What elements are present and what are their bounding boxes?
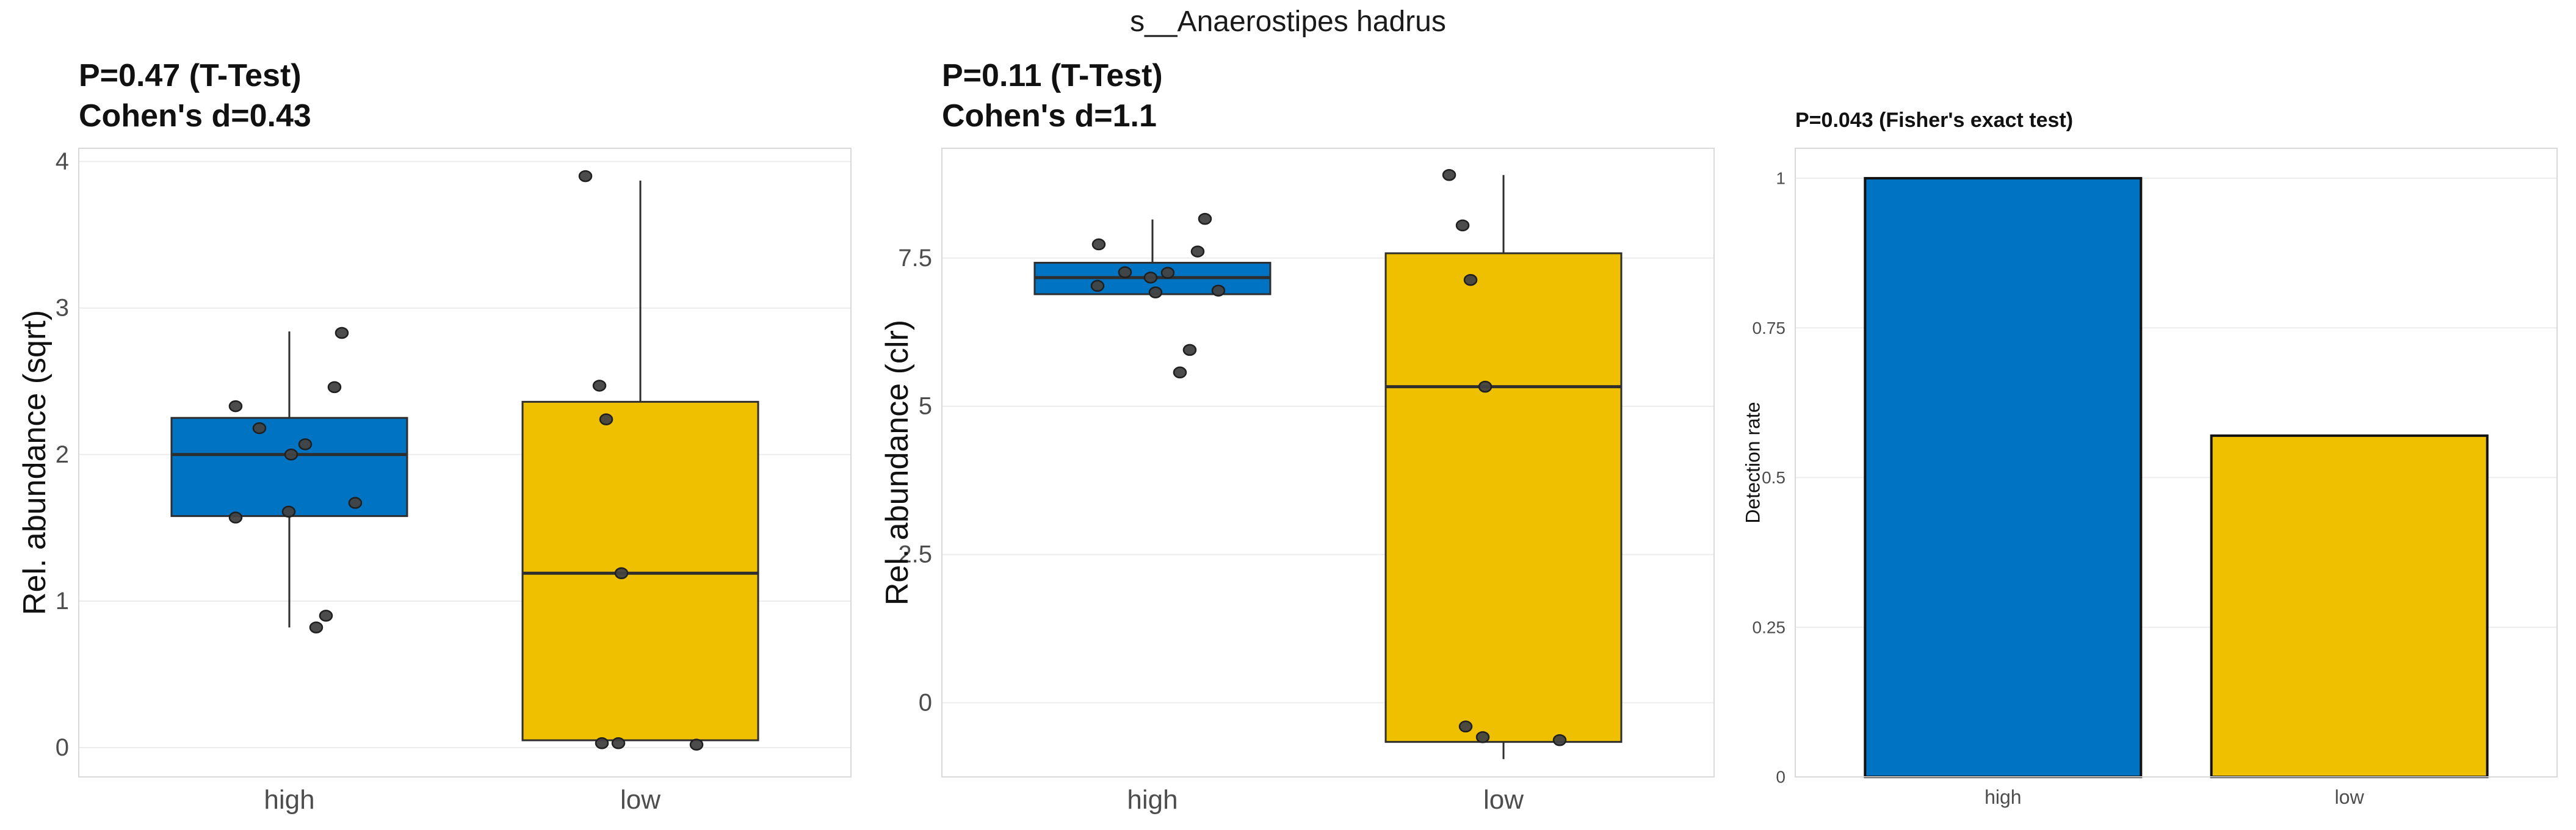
jitter-point <box>1211 284 1226 297</box>
jitter-point <box>1091 238 1106 251</box>
panel3-title: P=0.043 (Fisher's exact test) <box>1795 107 2073 134</box>
jitter-point <box>348 497 363 509</box>
jitter-point <box>1198 212 1212 225</box>
box-low <box>1384 252 1623 743</box>
y-tick-label: 1 <box>1776 169 1785 188</box>
panel2-title-line2: Cohen's d=1.1 <box>942 98 1157 134</box>
y-tick-label: 4 <box>56 148 69 175</box>
jitter-point <box>1143 272 1158 284</box>
jitter-point <box>228 511 243 524</box>
jitter-point <box>1182 344 1197 356</box>
jitter-point <box>228 400 243 413</box>
panel3-y-axis-label: Detection rate <box>1742 402 1764 524</box>
box-low <box>521 400 759 742</box>
x-category-label: high <box>1127 785 1178 815</box>
y-tick-label: 0 <box>1776 768 1785 787</box>
panel-border <box>78 148 852 778</box>
jitter-point <box>327 381 342 394</box>
x-category-label: low <box>1483 785 1524 815</box>
panel-border <box>1795 148 2558 778</box>
jitter-point <box>1160 267 1175 279</box>
jitter-point <box>309 621 324 633</box>
bar-low <box>2210 434 2489 778</box>
jitter-point <box>298 438 313 450</box>
jitter-point <box>1552 734 1567 746</box>
x-category-label: low <box>2335 786 2365 808</box>
panel2-y-axis-label: Rel. abundance (clr) <box>880 319 915 606</box>
panel3-title-line1: P=0.043 (Fisher's exact test) <box>1795 109 2074 132</box>
y-tick-label: 2 <box>56 441 69 468</box>
y-tick-label: 3 <box>56 295 69 322</box>
jitter-point <box>599 413 613 425</box>
jitter-point <box>284 449 298 461</box>
y-tick-label: 1 <box>56 588 69 615</box>
jitter-point <box>595 737 609 749</box>
y-tick-label: 0 <box>56 734 69 761</box>
jitter-point <box>1455 219 1470 232</box>
box-high <box>170 417 408 518</box>
panel2-title-line1: P=0.11 (T-Test) <box>942 58 1163 93</box>
y-tick-label: 0.5 <box>1762 468 1785 487</box>
jitter-point <box>1090 280 1105 292</box>
y-tick-label: 7.5 <box>898 245 932 272</box>
y-tick-label: 0 <box>919 690 932 716</box>
jitter-point <box>578 170 593 182</box>
x-category-label: high <box>1984 786 2022 808</box>
jitter-point <box>281 505 296 518</box>
bar-high <box>1864 177 2143 778</box>
jitter-point <box>611 737 626 749</box>
jitter-point <box>689 738 704 751</box>
jitter-point <box>252 422 267 435</box>
y-tick-label: 5 <box>919 393 932 420</box>
jitter-point <box>614 567 629 580</box>
jitter-point <box>1478 380 1492 393</box>
panel1-title-line2: Cohen's d=0.43 <box>79 98 311 134</box>
jitter-point <box>1148 286 1163 298</box>
y-tick-label: 2.5 <box>898 541 932 568</box>
jitter-point <box>319 610 333 622</box>
panel1-title-line1: P=0.47 (T-Test) <box>79 58 302 93</box>
x-category-label: high <box>264 785 314 815</box>
panel2-title: P=0.11 (T-Test) Cohen's d=1.1 <box>942 56 1163 136</box>
jitter-point <box>1475 731 1490 743</box>
jitter-point <box>335 327 349 339</box>
panel1-title: P=0.47 (T-Test) Cohen's d=0.43 <box>79 56 311 136</box>
jitter-point <box>1190 245 1205 258</box>
jitter-point <box>1442 168 1456 181</box>
panel1-y-axis-label: Rel. abundance (sqrt) <box>17 309 52 616</box>
y-tick-label: 0.75 <box>1753 319 1786 337</box>
jitter-point <box>1173 366 1187 379</box>
jitter-point <box>1463 273 1478 286</box>
figure-title: s__Anaerostipes hadrus <box>1130 5 1446 38</box>
panel-border <box>941 148 1715 778</box>
jitter-point <box>1118 266 1132 278</box>
y-tick-label: 0.25 <box>1753 618 1786 637</box>
jitter-point <box>1458 720 1473 733</box>
jitter-point <box>592 380 607 392</box>
x-category-label: low <box>620 785 660 815</box>
